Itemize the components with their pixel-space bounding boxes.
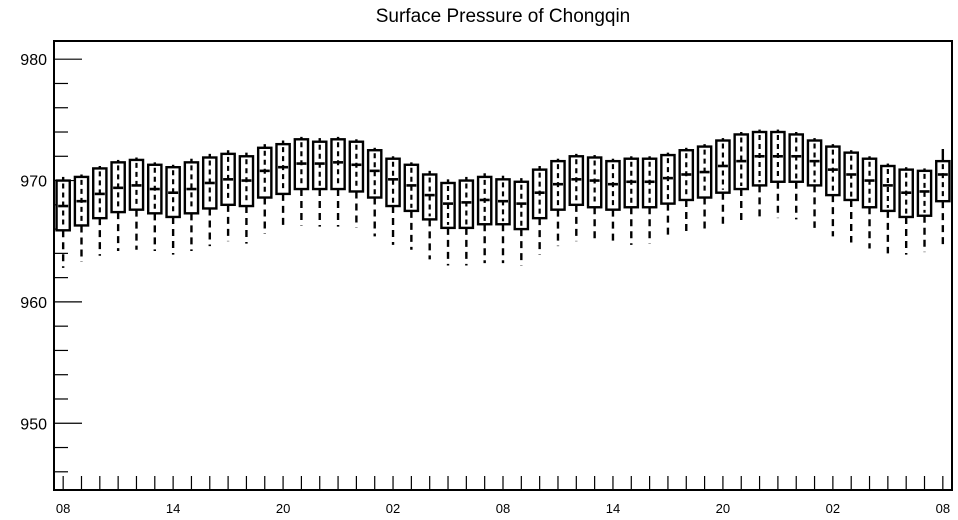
box [531, 165, 548, 255]
box [715, 138, 731, 226]
box [696, 144, 713, 231]
box [238, 152, 255, 244]
box [550, 158, 566, 247]
box [92, 165, 108, 256]
box [201, 153, 218, 247]
box [73, 174, 90, 262]
box [935, 149, 951, 245]
x-tick-label: 14 [606, 501, 620, 516]
box [55, 176, 71, 268]
box [385, 156, 401, 245]
box [165, 164, 181, 255]
x-tick-label: 20 [276, 501, 290, 516]
box [458, 176, 475, 266]
y-tick-label: 950 [20, 416, 47, 433]
box [806, 138, 823, 228]
y-tick-label: 970 [20, 174, 47, 191]
chart-title: Surface Pressure of Chongqin [376, 6, 631, 27]
x-tick-label: 08 [56, 501, 70, 516]
x-tick-label: 02 [386, 501, 400, 516]
box [605, 158, 621, 245]
box [861, 156, 878, 249]
box [330, 136, 346, 227]
box [110, 159, 126, 251]
y-tick-label: 960 [20, 295, 47, 312]
plot-frame [53, 40, 953, 491]
box [898, 167, 914, 255]
box [275, 140, 291, 230]
x-tick-label: 20 [716, 501, 730, 516]
box [825, 144, 841, 237]
box [660, 152, 676, 239]
box [916, 168, 933, 253]
box [788, 132, 805, 220]
box [586, 155, 603, 242]
x-tick-label: 08 [936, 501, 950, 516]
box [403, 162, 420, 250]
axes: 950 960 970 980 08 14 20 02 08 14 20 02 08 [20, 40, 953, 516]
box [843, 150, 860, 243]
x-tick-label: 02 [826, 501, 840, 516]
box [476, 173, 493, 264]
box [146, 162, 163, 251]
box [751, 129, 768, 219]
box [311, 138, 328, 227]
box-rect [751, 130, 768, 187]
box [568, 153, 585, 242]
x-tick-label: 08 [496, 501, 510, 516]
box [183, 158, 200, 251]
box [220, 150, 236, 242]
box [293, 136, 310, 226]
box [128, 157, 145, 250]
box-series [55, 129, 951, 268]
box [733, 132, 750, 221]
x-tick-label: 14 [166, 501, 180, 516]
box [256, 144, 273, 234]
box [513, 178, 530, 266]
box [641, 156, 658, 244]
box [678, 147, 695, 236]
box-rect [935, 159, 951, 203]
box [366, 147, 383, 237]
box [348, 139, 365, 228]
box [421, 170, 438, 260]
box [880, 163, 896, 254]
box [440, 179, 456, 266]
box [770, 129, 786, 219]
box [495, 175, 511, 264]
y-tick-label: 980 [20, 52, 47, 69]
box [623, 156, 640, 245]
